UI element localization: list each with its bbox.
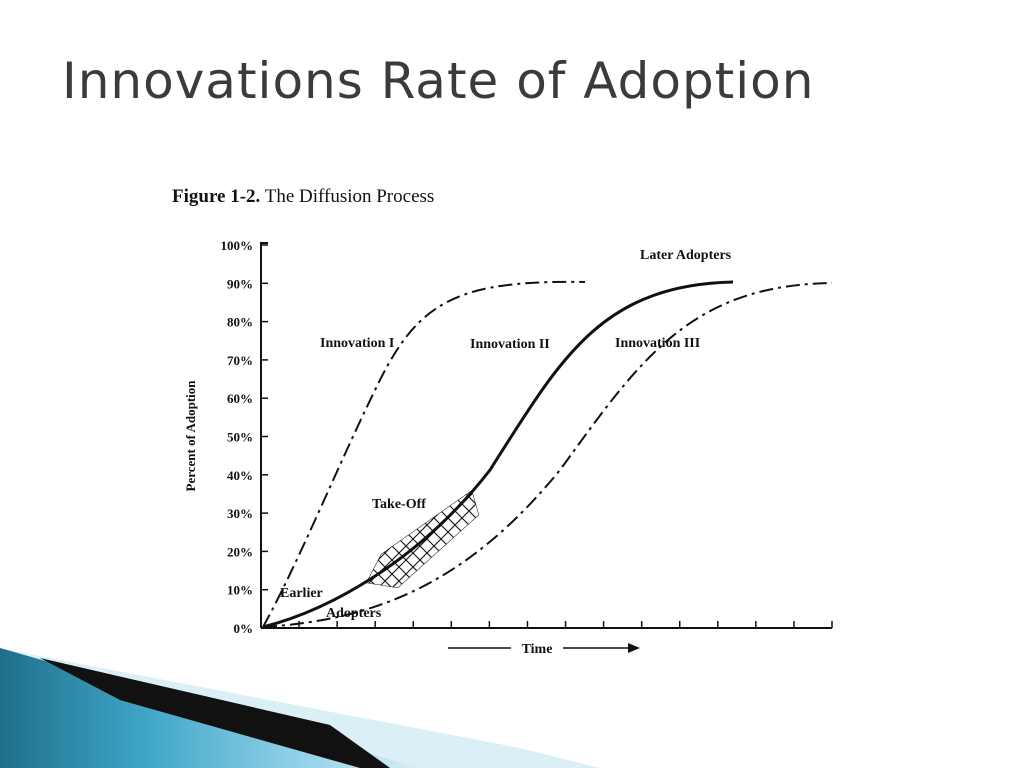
label-innovation-ii: Innovation II [470, 337, 550, 352]
y-tick-label: 40% [227, 468, 253, 483]
y-tick-label: 70% [227, 353, 253, 368]
time-arrow-head [628, 643, 640, 653]
y-tick-label: 10% [227, 583, 253, 598]
y-tick-label: 80% [227, 315, 253, 330]
label-innovation-i: Innovation I [320, 336, 394, 351]
figure-caption-text: The Diffusion Process [260, 186, 435, 207]
y-tick-label: 20% [227, 544, 253, 559]
y-tick-label: 60% [227, 391, 253, 406]
slide-title: Innovations Rate of Adoption [62, 52, 815, 110]
label-earlier-adopters-line2: Adopters [326, 606, 382, 621]
y-axis-label: Percent of Adoption [183, 380, 198, 492]
curve-innovation-iii [262, 282, 833, 628]
swoosh-dark [40, 658, 390, 768]
label-earlier-adopters-line1: Earlier [280, 586, 323, 601]
x-axis-ticks [298, 621, 833, 628]
x-axis-label: Time [522, 642, 553, 657]
label-take-off: Take-Off [372, 497, 426, 512]
curve-innovation-i [262, 280, 586, 628]
label-innovation-iii: Innovation III [615, 336, 700, 351]
y-tick-label: 50% [227, 430, 253, 445]
label-later-adopters: Later Adopters [640, 248, 732, 263]
figure-caption: Figure 1-2. The Diffusion Process [172, 186, 434, 208]
curve-innovation-ii [262, 280, 734, 629]
y-axis-ticks: 0% 10% 20% 30% 40% 50% 60% 70% 80% 90% 100% [221, 238, 268, 636]
y-tick-label: 90% [227, 276, 253, 291]
y-tick-label: 30% [227, 506, 253, 521]
figure-number: Figure 1-2. [172, 186, 261, 207]
y-tick-label: 100% [221, 238, 254, 253]
y-tick-label: 0% [234, 621, 254, 636]
